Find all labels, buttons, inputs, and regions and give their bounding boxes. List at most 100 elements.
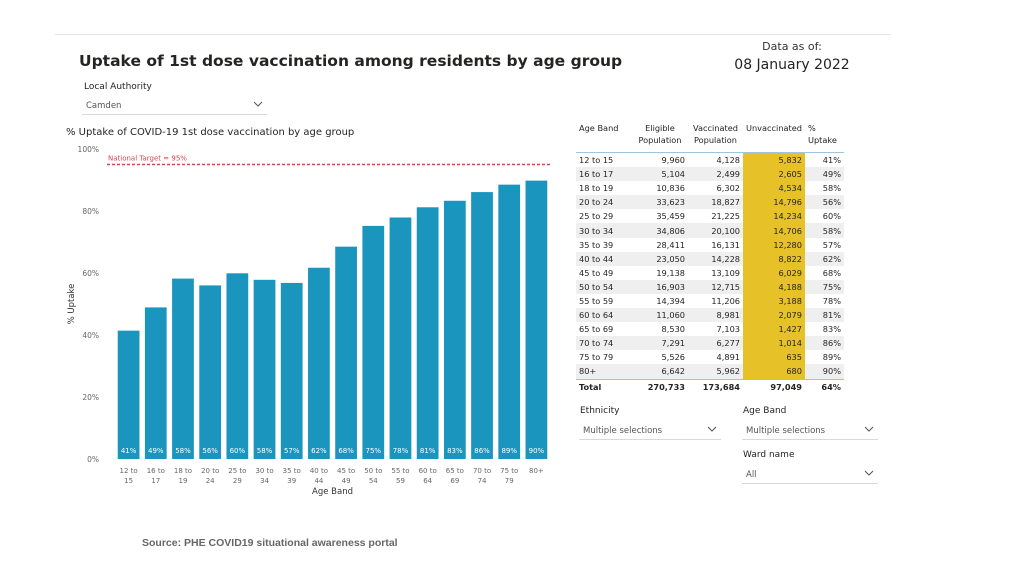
data-as-of-date: 08 January 2022 <box>734 57 850 73</box>
row-uptake: 57% <box>822 239 841 250</box>
uptake-table: Age Band Eligible Population Vaccinated … <box>576 120 844 394</box>
row-eligible: 19,138 <box>656 267 685 278</box>
table-row: 40 to 44 23,050 14,228 8,822 62% <box>576 251 844 266</box>
row-uptake: 89% <box>822 352 841 363</box>
row-eligible: 10,836 <box>656 183 685 194</box>
total-label: Total <box>576 378 632 394</box>
row-eligible: 23,050 <box>632 251 688 266</box>
ward-name-dropdown[interactable]: All <box>742 466 878 484</box>
header-percent-uptake[interactable]: % Uptake <box>804 120 844 153</box>
y-tick-label: 20% <box>82 393 99 402</box>
row-vaccinated: 7,103 <box>716 324 740 335</box>
x-tick-label: 17 <box>151 477 160 485</box>
bar-data-label: 78% <box>393 447 409 455</box>
table-row: 70 to 74 7,291 6,277 1,014 86% <box>576 336 844 351</box>
bar <box>199 285 222 459</box>
row-vaccinated: 6,277 <box>688 336 743 351</box>
row-unvaccinated: 1,014 <box>743 336 805 351</box>
row-vaccinated: 21,225 <box>711 211 740 222</box>
x-tick-label: 60 to <box>419 467 437 475</box>
table-row: 75 to 79 5,526 4,891 635 89% <box>576 350 844 365</box>
row-uptake: 41% <box>822 155 841 166</box>
ward-name-label: Ward name <box>743 450 795 460</box>
bar-data-label: 60% <box>230 447 246 455</box>
age-band-dropdown[interactable]: Multiple selections <box>742 422 878 440</box>
x-tick-label: 18 to <box>174 467 192 475</box>
row-age-band: 40 to 44 <box>576 251 632 266</box>
row-eligible: 6,642 <box>632 364 688 379</box>
x-tick-label: 19 <box>179 477 188 485</box>
row-uptake: 56% <box>804 195 844 210</box>
row-unvaccinated: 12,280 <box>743 237 805 252</box>
row-unvaccinated: 680 <box>743 364 805 379</box>
row-eligible: 11,060 <box>632 308 688 323</box>
x-axis-title: Age Band <box>312 487 353 497</box>
row-uptake: 60% <box>822 211 841 222</box>
header-age-band[interactable]: Age Band <box>576 120 632 153</box>
uptake-bar-chart: 0% 20% 40% 60% 80% 100% % Uptake 41% 12 to 15 49% 1… <box>67 145 550 497</box>
row-vaccinated: 8,981 <box>688 308 743 323</box>
bar <box>308 267 330 459</box>
page-title: Uptake of 1st dose vaccination among res… <box>79 52 623 70</box>
row-unvaccinated: 3,188 <box>743 293 805 309</box>
table-row: 12 to 15 9,960 4,128 5,832 41% <box>576 152 844 168</box>
row-unvaccinated: 2,079 <box>743 308 805 323</box>
chevron-down-icon <box>864 426 874 432</box>
y-tick-label: 60% <box>82 269 99 278</box>
table-row: 35 to 39 28,411 16,131 12,280 57% <box>576 237 844 252</box>
row-unvaccinated: 4,188 <box>743 279 805 294</box>
bar <box>253 279 276 459</box>
x-tick-label: 29 <box>233 477 242 485</box>
row-age-band: 50 to 54 <box>576 279 632 294</box>
row-eligible: 34,806 <box>632 223 688 238</box>
bar <box>226 273 249 459</box>
row-uptake: 58% <box>822 183 841 194</box>
age-band-slicer-label: Age Band <box>743 406 787 416</box>
row-age-band: 12 to 15 <box>579 155 614 166</box>
row-uptake: 49% <box>804 167 844 182</box>
ethnicity-dropdown[interactable]: Multiple selections <box>579 422 721 440</box>
data-as-of-label: Data as of: <box>762 40 822 53</box>
header-unvaccinated[interactable]: Unvaccinated <box>743 120 805 153</box>
row-uptake: 75% <box>804 279 844 294</box>
bar <box>443 200 466 459</box>
table-row: 50 to 54 16,903 12,715 4,188 75% <box>576 279 844 294</box>
row-eligible: 14,394 <box>656 295 685 306</box>
row-unvaccinated: 14,706 <box>743 223 805 238</box>
x-tick-label: 65 to <box>446 467 464 475</box>
row-age-band: 20 to 24 <box>576 195 632 210</box>
row-age-band: 30 to 34 <box>576 223 632 238</box>
x-tick-label: 64 <box>423 477 432 485</box>
bar-data-label: 56% <box>202 447 218 455</box>
table-total-row: Total 270,733 173,684 97,049 64% <box>576 378 844 394</box>
row-eligible: 35,459 <box>656 211 685 222</box>
table-row: 55 to 59 14,394 11,206 3,188 78% <box>576 293 844 309</box>
row-uptake: 58% <box>804 223 844 238</box>
row-unvaccinated: 2,605 <box>743 167 805 182</box>
row-age-band: 18 to 19 <box>579 183 614 194</box>
y-tick-label: 80% <box>82 207 99 216</box>
local-authority-dropdown[interactable]: Camden <box>82 97 267 115</box>
row-unvaccinated: 5,832 <box>743 152 805 168</box>
total-eligible: 270,733 <box>632 378 688 394</box>
row-uptake: 86% <box>804 336 844 351</box>
row-unvaccinated: 6,029 <box>743 265 805 280</box>
row-vaccinated: 12,715 <box>688 279 743 294</box>
row-age-band: 80+ <box>576 364 632 379</box>
header-vaccinated-population[interactable]: Vaccinated Population <box>688 120 743 153</box>
table-row: 20 to 24 33,623 18,827 14,796 56% <box>576 195 844 210</box>
row-unvaccinated: 14,796 <box>743 195 805 210</box>
row-vaccinated: 5,962 <box>688 364 743 379</box>
bar-data-label: 58% <box>175 447 191 455</box>
row-vaccinated: 4,891 <box>716 352 740 363</box>
x-tick-label: 75 to <box>500 467 518 475</box>
row-uptake: 90% <box>804 364 844 379</box>
row-age-band: 25 to 29 <box>579 211 614 222</box>
row-unvaccinated: 4,534 <box>743 181 805 196</box>
x-tick-label: 35 to <box>283 467 301 475</box>
header-eligible-population[interactable]: Eligible Population <box>632 120 688 153</box>
x-tick-label: 79 <box>505 477 514 485</box>
row-eligible: 5,104 <box>632 167 688 182</box>
local-authority-label: Local Authority <box>84 82 152 92</box>
row-uptake: 83% <box>822 324 841 335</box>
